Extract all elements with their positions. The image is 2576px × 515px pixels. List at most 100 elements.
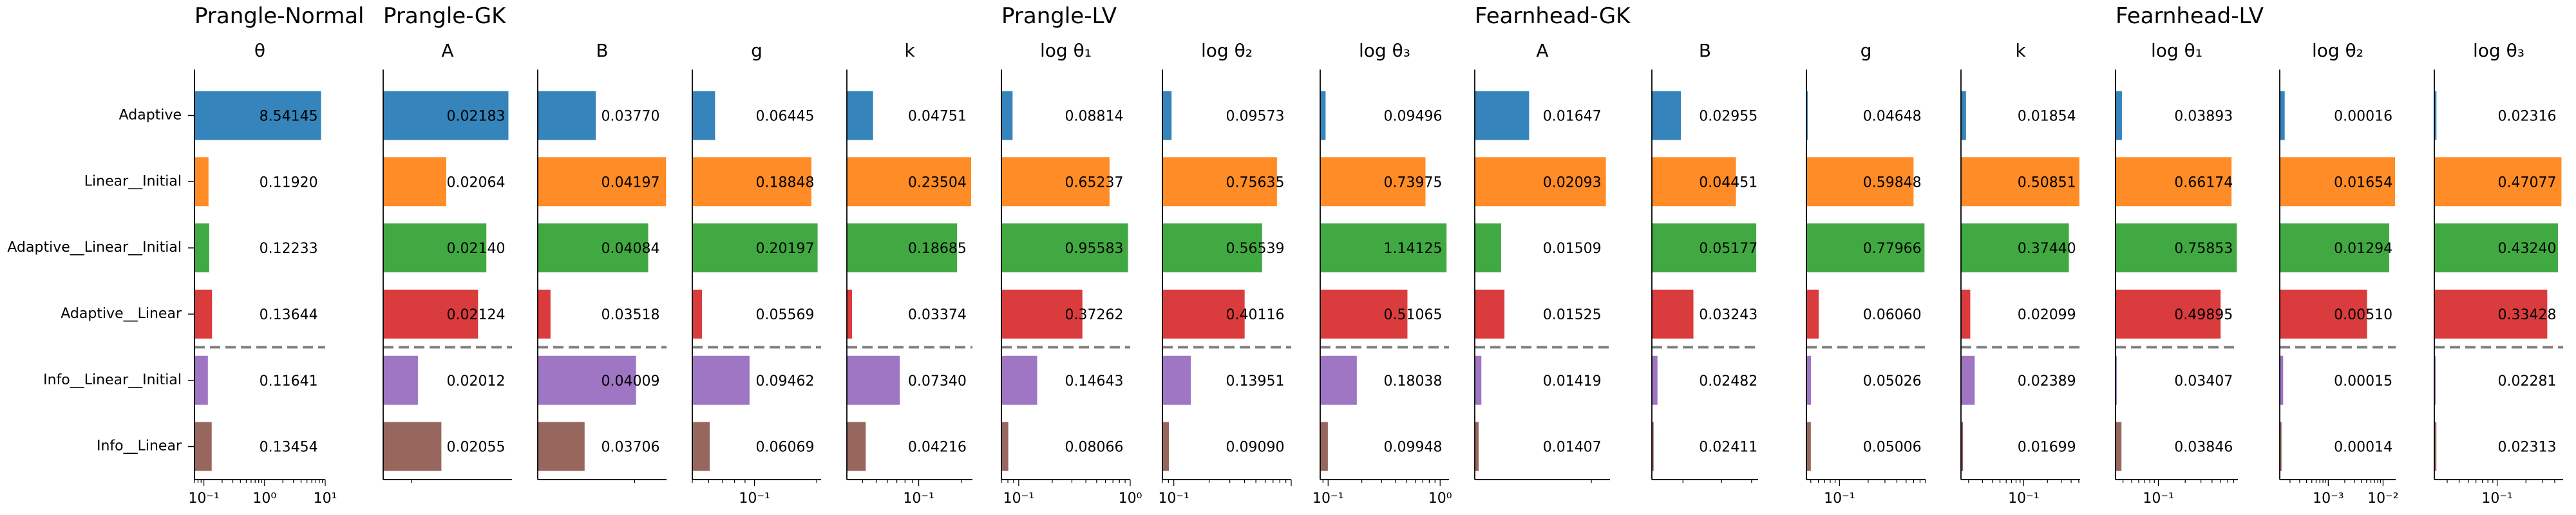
bar [1806, 91, 1808, 140]
bar-value-label: 0.05026 [1863, 373, 1922, 389]
x-tick-label: 10⁻¹ [1158, 491, 1189, 507]
bar [194, 289, 213, 339]
bar-value-label: 0.02124 [447, 307, 506, 323]
panel-title: B [1699, 40, 1711, 61]
bar [847, 223, 958, 273]
bar [847, 355, 900, 405]
bar [538, 422, 585, 471]
group-title: Fearnhead-GK [1475, 3, 1631, 29]
method-label: Info__Linear__Initial [43, 372, 182, 388]
bar-value-label: 0.04751 [908, 108, 967, 124]
bar [194, 355, 208, 405]
group-titles: Prangle-Normal Prangle-GK Prangle-LV Fearnh… [194, 3, 2264, 29]
bar-value-label: 0.02281 [2498, 373, 2557, 389]
bar-value-label: 0.51065 [1384, 307, 1443, 323]
bar-value-label: 0.09496 [1384, 108, 1443, 124]
x-tick-label: 10¹ [314, 491, 337, 507]
bar [692, 355, 750, 405]
bar [1162, 91, 1172, 140]
panel-title: A [441, 40, 453, 61]
bar [1475, 422, 1479, 471]
bar [1001, 91, 1013, 140]
panel-title: A [1536, 40, 1548, 61]
bar [1320, 223, 1447, 273]
x-tick-label: 10⁰ [1428, 491, 1452, 507]
bar [1162, 355, 1191, 405]
bar [2280, 422, 2282, 471]
panel: θ 8.54145 0.11920 0.12233 0.13644 0.11641 0.13… [188, 40, 337, 507]
bar [194, 91, 321, 140]
bar-value-label: 0.04084 [601, 241, 660, 257]
panel: log θ₂ 0.00016 0.01654 0.01294 0.00510 0.0001… [2279, 40, 2399, 507]
bar [1475, 355, 1482, 405]
bar [2116, 157, 2232, 207]
bar-value-label: 0.13454 [260, 440, 318, 456]
bar [538, 157, 667, 207]
bar-value-label: 0.75635 [1226, 174, 1285, 191]
bar [1652, 289, 1694, 339]
bar [383, 289, 478, 339]
bar-value-label: 0.04009 [601, 373, 660, 389]
bar-value-label: 0.33428 [2498, 307, 2557, 323]
bar [1961, 157, 2079, 207]
bar [2280, 157, 2395, 207]
group-title: Prangle-Normal [194, 3, 365, 29]
bar-value-label: 0.13644 [260, 307, 318, 323]
panel-title: B [596, 40, 608, 61]
bar [692, 422, 710, 471]
bar-value-label: 0.75853 [2174, 241, 2233, 257]
bar-value-label: 0.05177 [1699, 241, 1757, 257]
x-tick-label: 10⁻¹ [739, 491, 770, 507]
panel: log θ₁ 0.03893 0.66174 0.75853 0.49895 0.0340… [2115, 40, 2238, 507]
bar [2434, 289, 2548, 339]
panel-title: k [904, 40, 915, 61]
bar [538, 91, 596, 140]
panel: A 0.01647 0.02093 0.01509 0.01525 0.01419 0.01… [1474, 40, 1610, 483]
panel-title: log θ₂ [1201, 40, 1253, 61]
x-tick-label: 10⁻³ [2313, 491, 2344, 507]
bar [2280, 355, 2284, 405]
bar [692, 289, 703, 339]
x-tick-label: 10⁻¹ [2008, 491, 2039, 507]
bar-value-label: 0.56539 [1226, 241, 1285, 257]
bar-value-label: 0.02955 [1699, 108, 1757, 124]
bar [1001, 157, 1110, 207]
bar [2116, 223, 2237, 273]
bar [1162, 289, 1245, 339]
bar-value-label: 0.01419 [1543, 373, 1602, 389]
bar [2434, 91, 2437, 140]
bar [1475, 157, 1606, 207]
x-tick-label: 10⁻¹ [2481, 491, 2512, 507]
bar-value-label: 0.50851 [2018, 174, 2076, 191]
bar [383, 91, 509, 140]
group-title: Prangle-GK [383, 3, 507, 29]
panel: log θ₂ 0.09573 0.75635 0.56539 0.40116 0.1395… [1158, 40, 1292, 507]
bar [1001, 289, 1083, 339]
bar [1475, 223, 1501, 273]
bar [2280, 289, 2367, 339]
bar-value-label: 8.54145 [260, 108, 318, 124]
bar [692, 91, 715, 140]
bar [2434, 355, 2436, 405]
panel: g 0.06445 0.18848 0.20197 0.05569 0.09462 0.06… [692, 40, 821, 507]
panel: log θ₁ 0.08814 0.65237 0.95583 0.37262 0.1464… [1001, 40, 1142, 507]
method-label: Info__Linear [97, 438, 182, 454]
x-tick-label: 10⁻¹ [2143, 491, 2174, 507]
bar-value-label: 0.01647 [1543, 108, 1602, 124]
bar [194, 223, 209, 273]
x-tick-label: 10⁻² [2367, 491, 2398, 507]
bar-value-label: 0.03374 [908, 307, 967, 323]
bar-value-label: 0.43240 [2498, 241, 2557, 257]
x-tick-label: 10⁻¹ [1824, 491, 1855, 507]
bar-value-label: 0.00015 [2334, 373, 2392, 389]
bar-value-label: 0.73975 [1384, 174, 1443, 191]
x-tick-label: 10⁻¹ [1312, 491, 1343, 507]
bar [847, 91, 873, 140]
bar-value-label: 0.65237 [1065, 174, 1124, 191]
bar-value-label: 0.05006 [1863, 440, 1922, 456]
bar [2280, 223, 2389, 273]
bar [692, 157, 811, 207]
method-label: Linear__Initial [84, 173, 182, 189]
bar [1806, 355, 1812, 405]
